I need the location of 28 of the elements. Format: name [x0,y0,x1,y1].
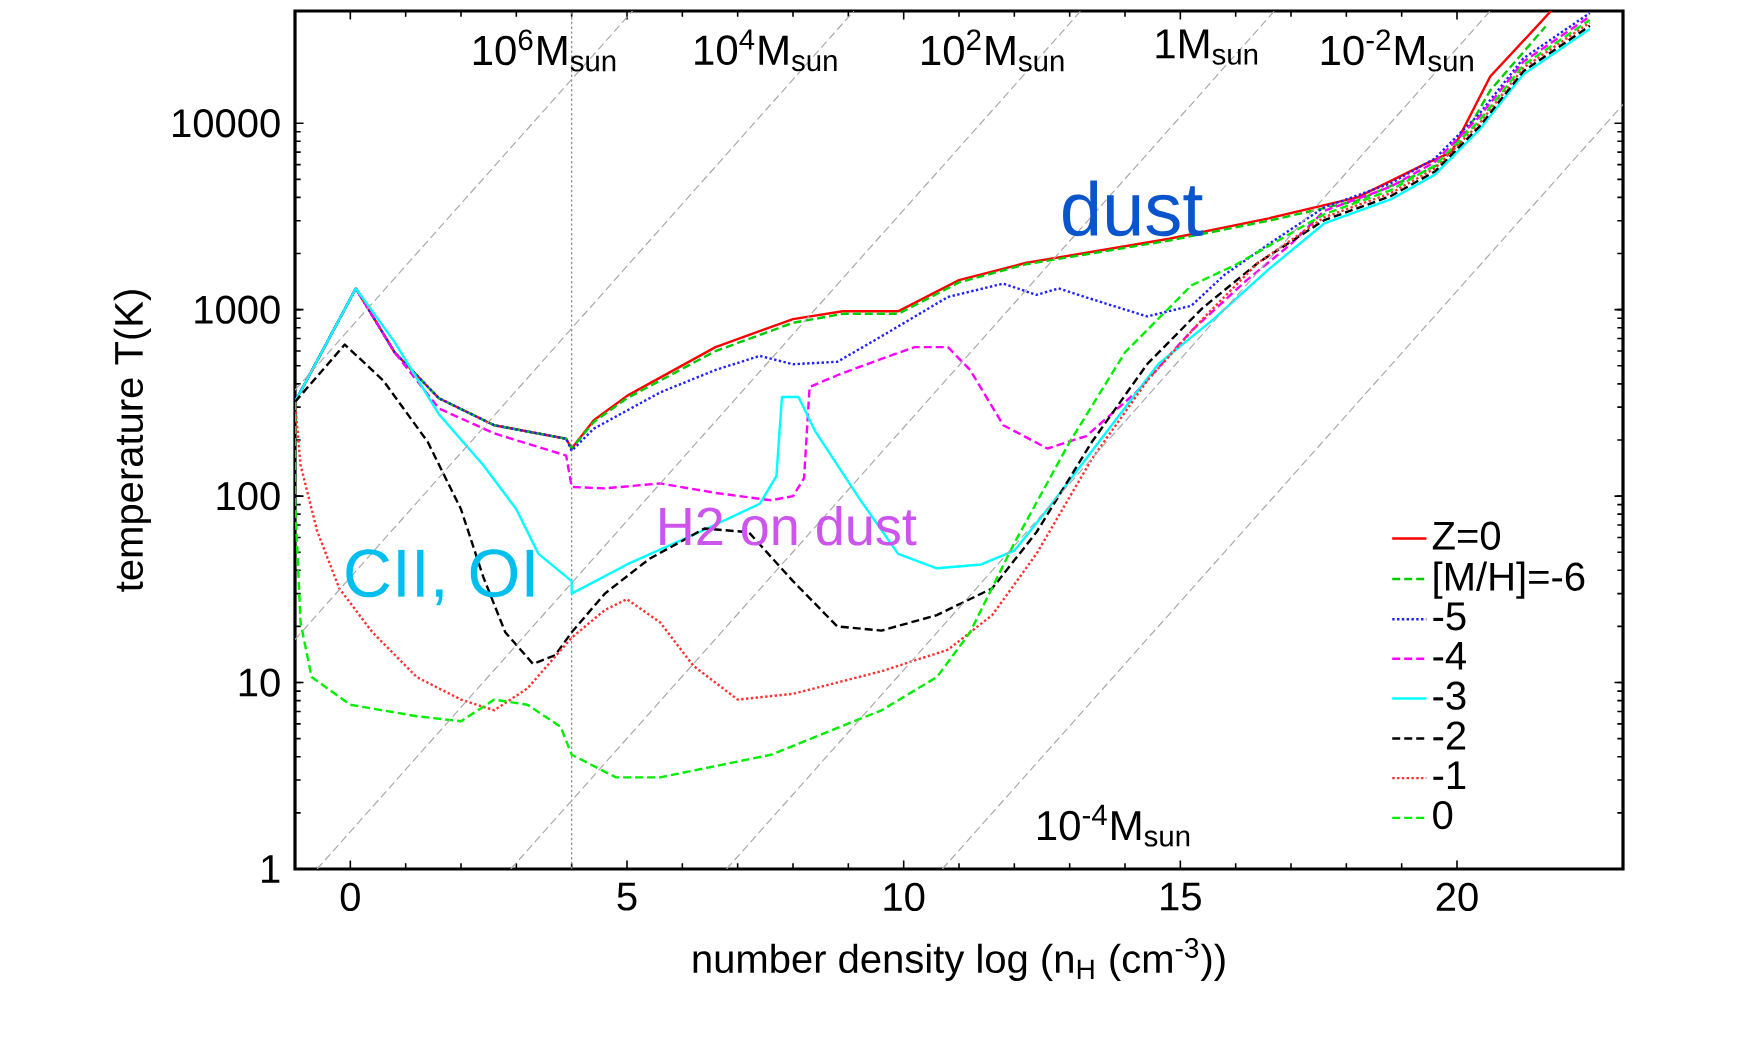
annotation: CII, OI [346,549,534,606]
legend-label: -1 [1433,761,1466,789]
legend-label: -2 [1433,721,1466,750]
annotation: 10$^{2}$M$_{sun}$ [922,29,1064,72]
y-axis-title: temperature T(K) [113,290,151,592]
legend-label: -5 [1433,602,1466,631]
x-tick-label: 5 [617,882,637,911]
legend-label: [M/H]=-6 [1434,561,1585,599]
y-tick-label: 1000 [195,295,280,324]
annotation: 1M$_{sun}$ [1156,29,1258,65]
annotation: 10$^{-4}$M$_{sun}$ [1038,804,1190,847]
annotation: 10$^{4}$M$_{sun}$ [695,29,837,72]
legend-label: -4 [1433,642,1466,670]
x-tick-label: 0 [340,882,360,912]
x-tick-label: 15 [1161,882,1201,911]
y-tick-label: 10 [239,668,280,697]
y-tick-label: 10000 [173,109,280,138]
x-axis-title: number density log (n$_{H}$ (cm$^{-3}$)) [693,938,1225,982]
annotation: 10$^{-2}$M$_{sun}$ [1321,29,1473,72]
legend-label: -3 [1433,681,1466,710]
y-tick-label: 100 [217,481,280,511]
annotation: 10$^{6}$M$_{sun}$ [473,29,616,72]
legend-label: Z=0 [1432,521,1501,550]
legend-label: 0 [1433,800,1453,830]
y-tick-label: 1 [262,855,280,883]
x-tick-label: 20 [1436,882,1478,912]
x-tick-label: 10 [884,882,925,912]
annotation: dust [1063,180,1203,237]
